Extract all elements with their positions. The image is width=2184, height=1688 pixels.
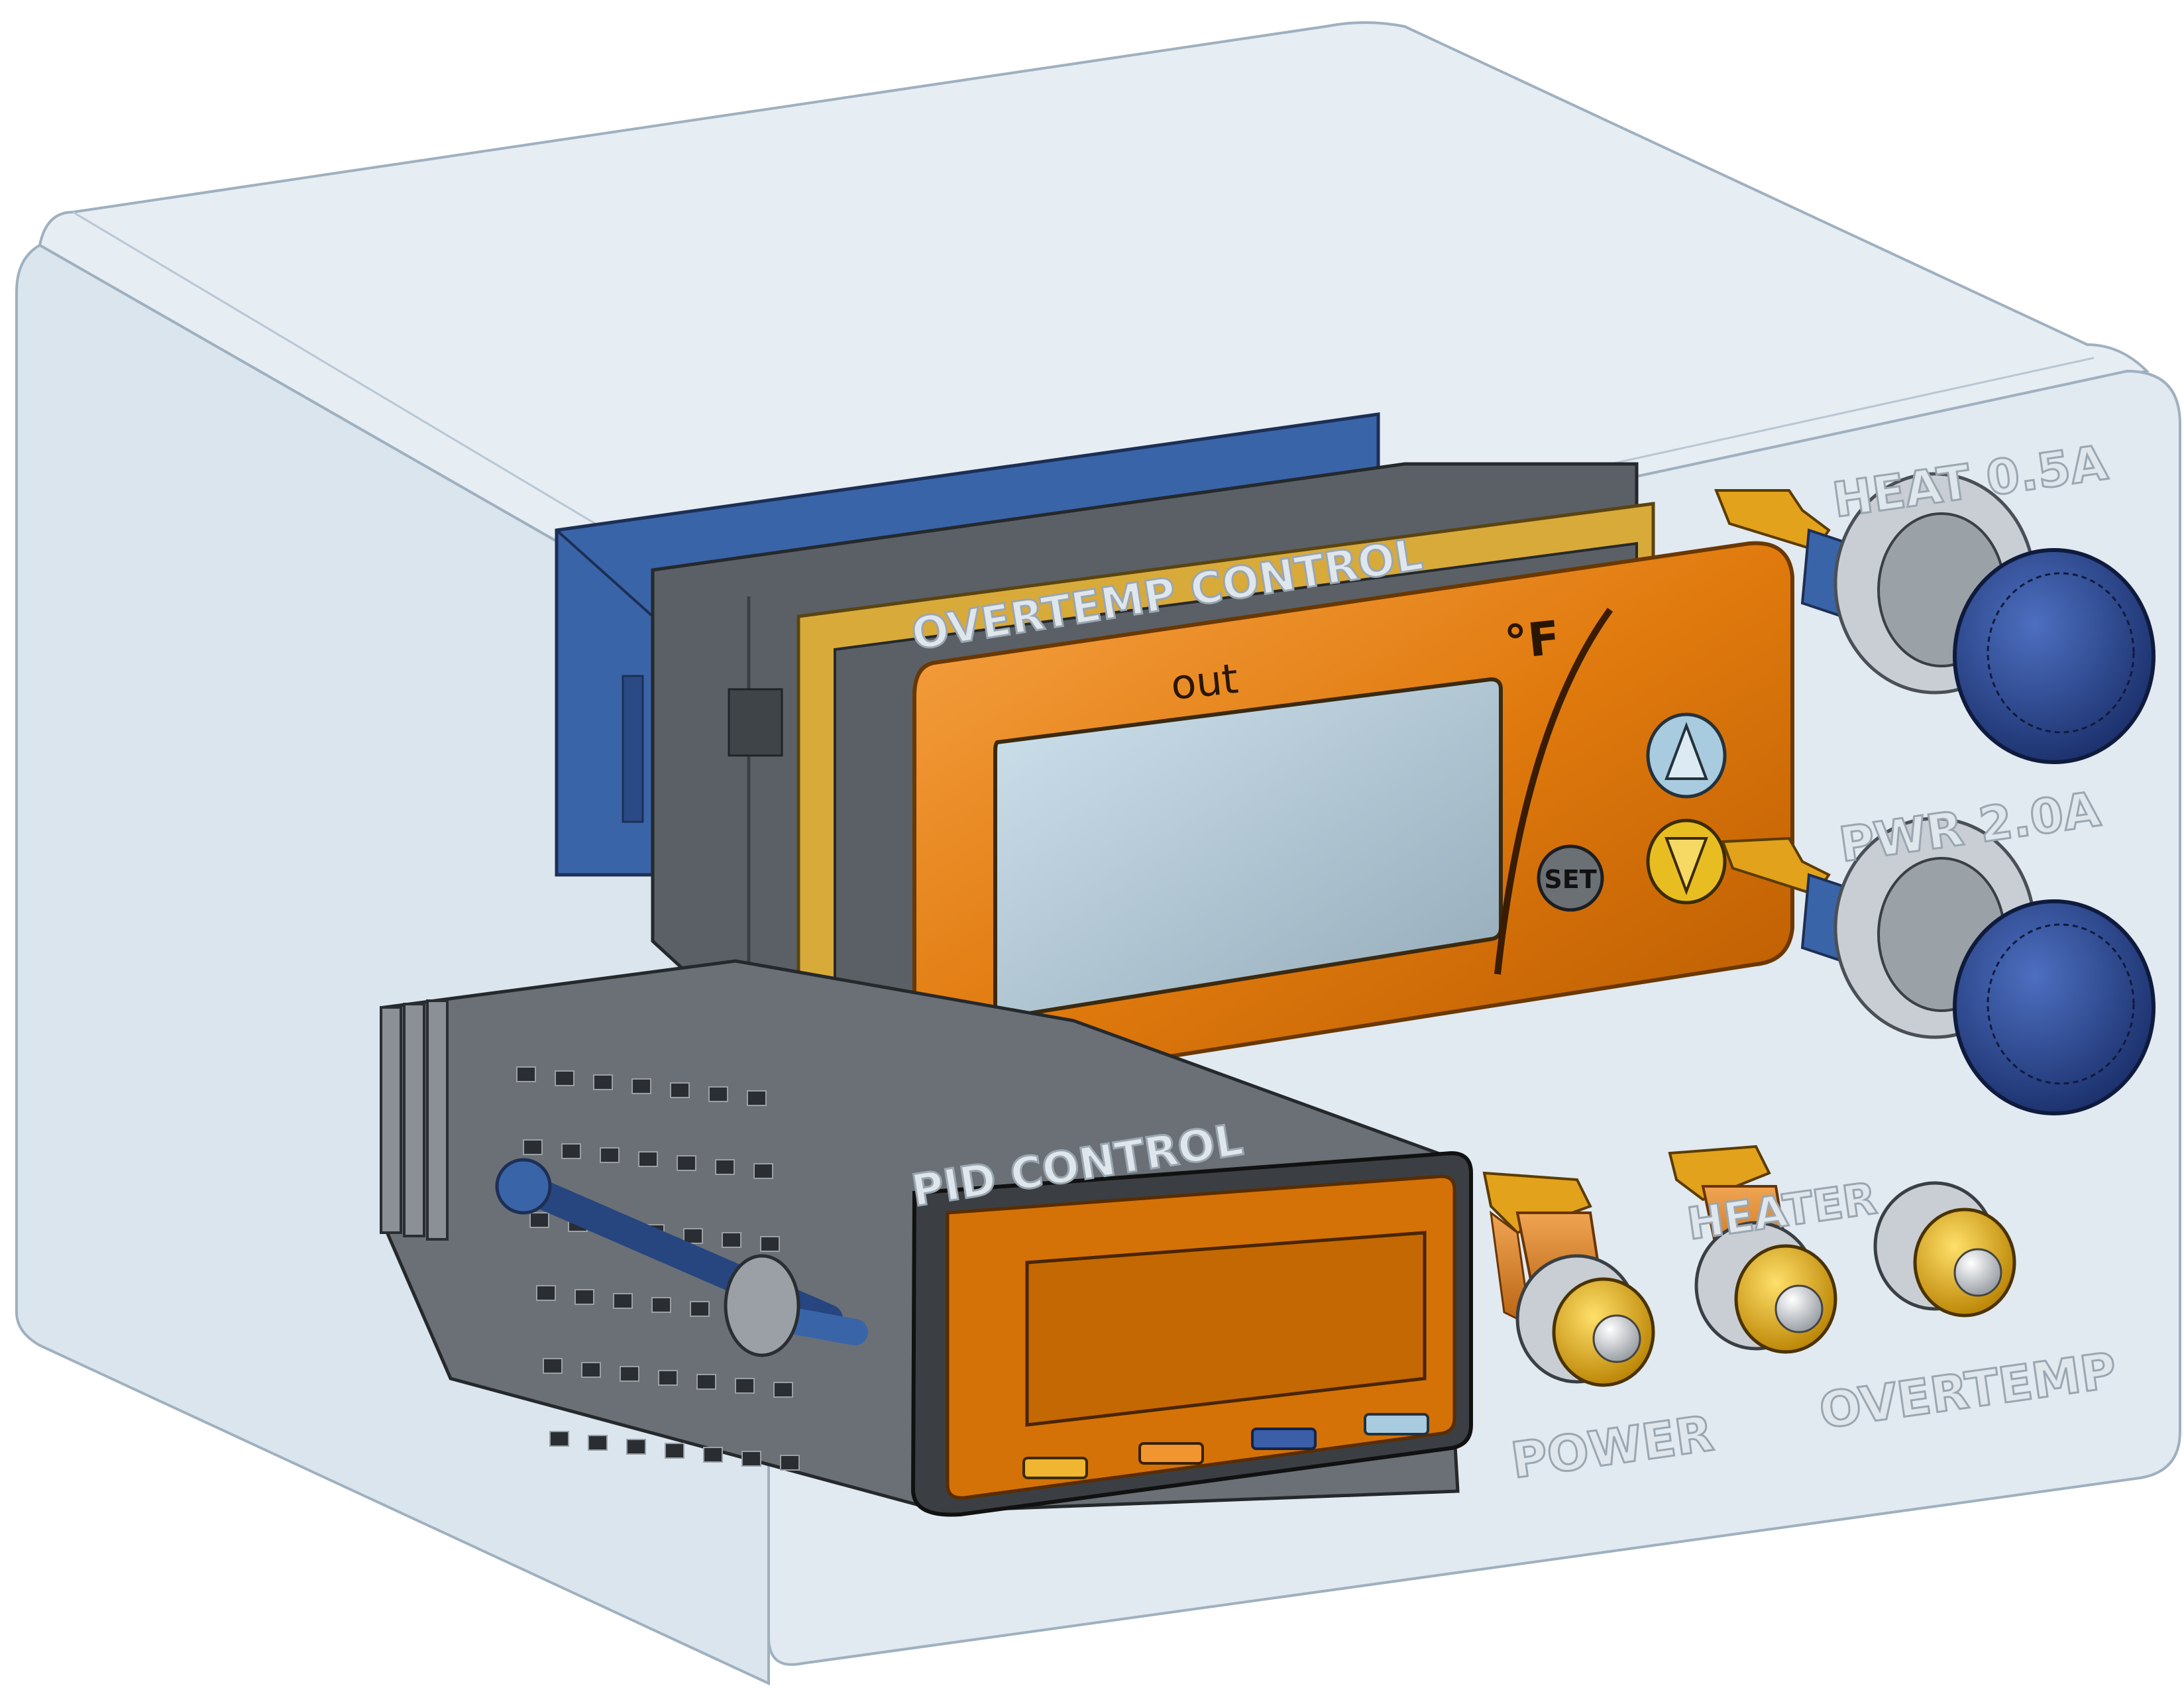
vent-slot bbox=[715, 1159, 735, 1175]
pid-button-4[interactable] bbox=[1364, 1413, 1429, 1435]
vent-slot bbox=[658, 1370, 678, 1386]
mounting-clamp bbox=[495, 1158, 868, 1357]
vent-slot bbox=[690, 1301, 710, 1317]
enclosure-top-face bbox=[38, 21, 2150, 667]
vent-slot bbox=[683, 1228, 703, 1244]
vent-slot bbox=[543, 1358, 563, 1374]
up-button[interactable] bbox=[1646, 712, 1727, 799]
heat-fuse-cap[interactable] bbox=[1953, 548, 2156, 764]
vent-slot bbox=[670, 1082, 690, 1098]
set-button[interactable]: SET bbox=[1537, 844, 1604, 912]
vent-slot bbox=[523, 1139, 543, 1155]
vent-slot bbox=[638, 1151, 658, 1167]
pid-controller bbox=[380, 959, 1473, 1517]
vent-slot bbox=[516, 1066, 536, 1082]
display-label-out: out bbox=[1168, 654, 1240, 709]
vent-slot bbox=[620, 1366, 639, 1382]
vent-slot bbox=[665, 1443, 684, 1459]
vent-slot bbox=[741, 1451, 761, 1467]
vent-slot bbox=[651, 1297, 671, 1313]
vent-slot bbox=[780, 1455, 800, 1471]
vent-slot bbox=[626, 1439, 646, 1455]
vent-slot bbox=[747, 1090, 767, 1106]
vent-slot bbox=[722, 1232, 741, 1248]
pid-button-3[interactable] bbox=[1251, 1428, 1317, 1450]
triangle-up-icon bbox=[1665, 722, 1708, 780]
vent-slot bbox=[600, 1147, 620, 1163]
vent-slot bbox=[613, 1293, 633, 1309]
fuse-holder-heat[interactable] bbox=[1714, 472, 2156, 764]
pid-button-1[interactable] bbox=[1022, 1457, 1088, 1479]
vent-slot bbox=[703, 1447, 723, 1463]
overtemp-controller: out °F SET bbox=[555, 412, 1794, 1093]
vent-slot bbox=[760, 1236, 780, 1252]
vent-slot bbox=[696, 1374, 716, 1390]
vent-slot bbox=[708, 1086, 728, 1102]
vent-slot bbox=[561, 1143, 581, 1159]
vent-slot bbox=[588, 1435, 608, 1451]
vent-slot bbox=[631, 1078, 651, 1094]
vent-slot bbox=[677, 1155, 696, 1171]
vent-slot bbox=[549, 1431, 569, 1447]
fuse-holder-pwr[interactable] bbox=[1721, 816, 2156, 1115]
triangle-down-icon bbox=[1665, 837, 1708, 895]
vent-slot bbox=[574, 1289, 594, 1305]
lamp-power bbox=[1482, 1171, 1655, 1387]
unit-label-fahrenheit: °F bbox=[1502, 610, 1562, 670]
vent-slot bbox=[555, 1070, 574, 1086]
vent-slot bbox=[773, 1382, 793, 1398]
vent-slot bbox=[593, 1074, 613, 1090]
overtemp-display-window[interactable] bbox=[993, 677, 1503, 1020]
vent-slot bbox=[753, 1163, 773, 1179]
down-button[interactable] bbox=[1646, 818, 1727, 905]
pid-fins bbox=[380, 999, 449, 1241]
vent-slot bbox=[581, 1362, 601, 1378]
pwr-fuse-cap[interactable] bbox=[1953, 899, 2156, 1115]
lamp-overtemp bbox=[1873, 1181, 2016, 1318]
lamp-heater bbox=[1668, 1145, 1837, 1354]
vent-slot bbox=[735, 1378, 755, 1394]
set-button-label: SET bbox=[1544, 865, 1596, 894]
vent-slot bbox=[529, 1212, 549, 1228]
pid-button-2[interactable] bbox=[1138, 1442, 1204, 1465]
pid-display-window[interactable] bbox=[1025, 1231, 1427, 1427]
vent-slot bbox=[536, 1285, 556, 1301]
